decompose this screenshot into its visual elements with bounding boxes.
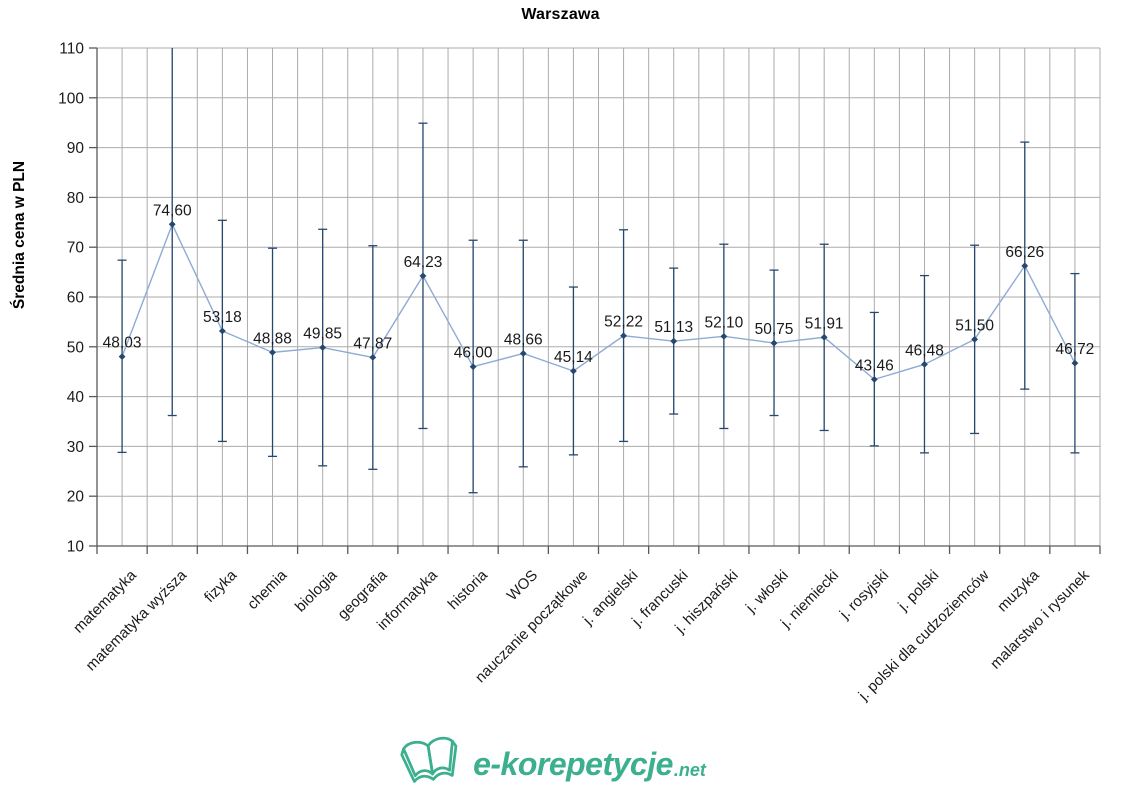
data-point-marker [620,332,627,340]
y-tick-label: 80 [67,190,85,207]
data-point-marker [720,332,728,340]
data-label: 47,87 [353,335,392,352]
y-tick-label: 50 [67,339,85,356]
data-label: 66,26 [1005,244,1044,261]
logo-book-icon [400,736,458,783]
y-tick-label: 10 [67,539,85,556]
data-label: 45,14 [554,349,593,366]
data-label: 74,60 [153,202,192,219]
data-point-marker [369,354,377,361]
y-tick-label: 60 [67,290,85,307]
data-point-marker [971,335,979,343]
data-label: 48,66 [504,331,543,348]
data-label: 49,85 [303,326,342,343]
data-label: 46,48 [905,342,944,359]
data-label: 53,18 [203,309,242,326]
category-label: chemia [244,566,291,613]
data-point-marker [870,375,878,383]
data-point-marker [820,333,828,341]
category-label: fizyka [201,566,241,606]
category-label: j. włoski [742,567,792,617]
y-tick-label: 100 [58,90,84,107]
data-label: 48,88 [253,330,292,347]
data-point-marker [118,353,126,361]
category-label: malarstwo i rysunek [987,566,1093,672]
y-tick-label: 70 [67,240,85,257]
y-tick-label: 20 [67,489,85,506]
data-point-marker [469,363,477,371]
data-point-marker [570,367,577,375]
y-tick-label: 110 [59,41,84,58]
y-tick-label: 30 [67,439,85,456]
data-label: 51,91 [805,315,844,332]
data-label: 64,23 [404,254,443,271]
category-label: biologia [292,566,341,615]
category-label: matematyka wyższa [83,566,191,674]
chart-title: Warszawa [521,6,600,23]
category-label: WOS [504,567,541,604]
data-label: 52,22 [604,314,643,331]
category-label: j. polski [894,567,942,615]
data-point-marker [921,360,928,368]
data-label: 51,50 [955,317,994,334]
data-point-marker [519,350,527,357]
data-point-marker [319,344,327,351]
data-label: 50,75 [755,321,794,338]
data-point-marker [419,272,427,280]
data-label: 51,13 [654,319,693,336]
price-line-chart: 110100908070605040302010matematykamatema… [58,41,1101,705]
y-tick-label: 40 [67,389,85,406]
logo-suffix: .net [673,759,706,780]
data-point-marker [1021,262,1029,270]
series-line [121,222,1076,381]
data-point-marker [770,339,778,347]
category-label: historia [445,566,492,613]
logo-text: e-korepetycje [473,745,673,782]
data-label: 52,10 [704,314,743,331]
y-tick-label: 90 [67,140,85,157]
data-label: 48,03 [103,335,142,352]
data-point-marker [269,348,276,356]
data-label: 43,46 [855,357,894,374]
data-point-marker [1071,359,1079,367]
logo: e-korepetycje .net [0,733,1105,795]
data-label: 46,72 [1056,341,1095,358]
category-label: muzyka [994,566,1043,615]
data-point-marker [218,327,226,335]
data-label: 46,00 [454,345,493,362]
category-label: j. rosyjski [836,567,892,623]
data-point-marker [168,220,176,228]
data-point-marker [670,337,678,345]
